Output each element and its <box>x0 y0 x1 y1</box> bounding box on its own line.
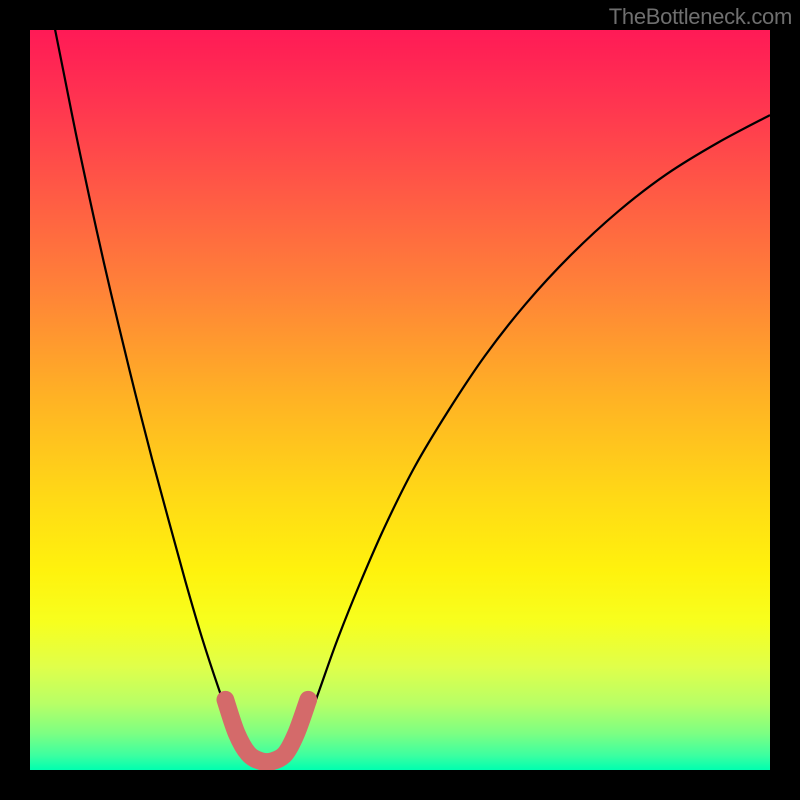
bottleneck-chart <box>30 30 770 770</box>
chart-background <box>30 30 770 770</box>
app-frame: TheBottleneck.com <box>0 0 800 800</box>
watermark-label: TheBottleneck.com <box>609 4 792 30</box>
plot-area <box>30 30 770 770</box>
